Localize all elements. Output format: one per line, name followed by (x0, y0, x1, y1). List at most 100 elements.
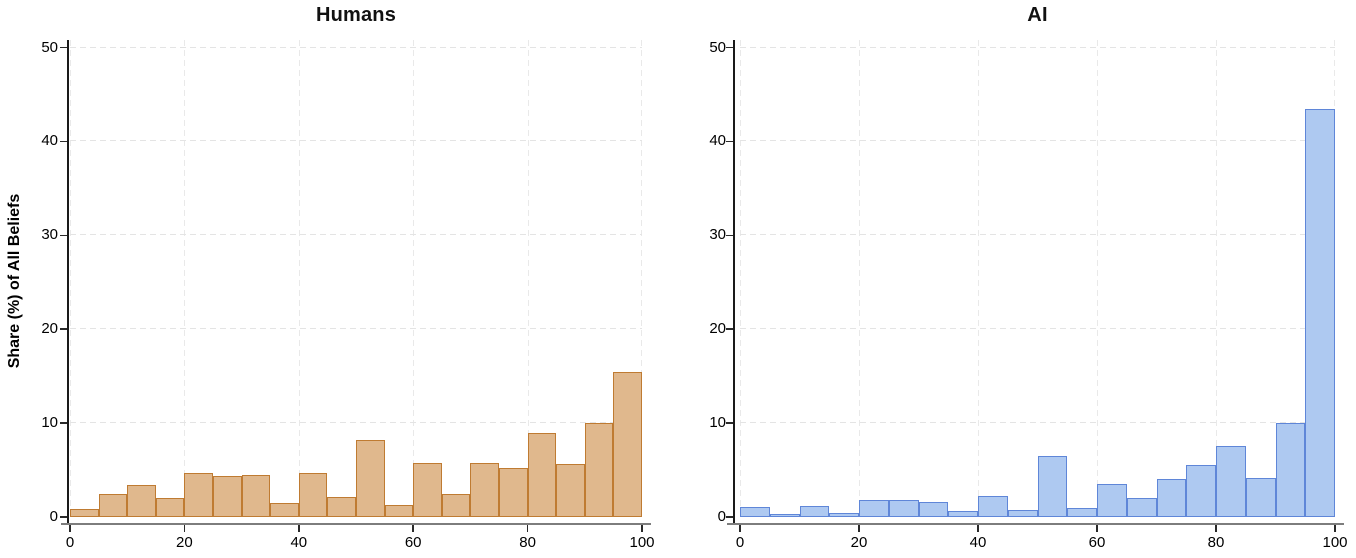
chart-title-ai: AI (1027, 4, 1048, 26)
x-tick-label: 60 (1088, 534, 1106, 551)
x-tick-label: 40 (290, 534, 308, 551)
histogram-bar (888, 500, 919, 517)
y-axis-label-text: Share (%) of All Beliefs (6, 193, 23, 369)
histogram-bar (1275, 423, 1306, 517)
y-axis-label: Share (%) of All Beliefs (5, 151, 25, 411)
ai-plot-area (740, 40, 1335, 517)
y-axis-line (733, 40, 735, 525)
histogram-bar (327, 497, 356, 517)
y-tick-label: 30 (709, 226, 726, 244)
histogram-bar (978, 496, 1008, 517)
y-tick-label: 40 (709, 132, 726, 150)
x-tick-mark (739, 525, 741, 532)
x-tick-mark (641, 525, 643, 532)
y-tick-label: 10 (709, 414, 726, 432)
x-tick-mark (412, 525, 414, 532)
histogram-bar (127, 485, 156, 517)
histogram-bar (1007, 509, 1038, 517)
histogram-bar (1037, 455, 1068, 517)
y-tick-mark (60, 422, 67, 424)
x-tick-label: 0 (735, 534, 745, 551)
x-tick-label: 100 (629, 534, 655, 551)
y-tick-label: 50 (41, 38, 58, 56)
histogram-bar (829, 513, 859, 517)
histogram-bar (184, 472, 213, 517)
histogram-bar (384, 504, 414, 517)
horizontal-gridline (740, 422, 1335, 424)
x-tick-label: 0 (65, 534, 75, 551)
horizontal-gridline (70, 46, 642, 48)
vertical-gridline (978, 40, 979, 517)
x-tick-mark (526, 525, 529, 532)
y-tick-label: 0 (49, 508, 58, 525)
vertical-gridline (641, 40, 642, 517)
y-tick-mark (60, 46, 67, 49)
histogram-bar (298, 472, 328, 517)
x-tick-label: 20 (850, 534, 868, 551)
x-tick-label: 100 (1322, 534, 1348, 551)
y-tick-label: 50 (709, 38, 726, 56)
y-tick-mark (60, 328, 67, 330)
x-axis-line (61, 523, 651, 525)
x-axis-line (727, 523, 1344, 525)
histogram-bar (98, 494, 128, 517)
x-tick-label: 60 (404, 534, 422, 551)
y-tick-label: 40 (41, 132, 58, 150)
histogram-bar (769, 514, 800, 517)
x-tick-label: 80 (519, 534, 536, 551)
humans-plot-area (70, 40, 642, 517)
y-tick-label: 20 (41, 320, 58, 338)
horizontal-gridline (70, 328, 642, 330)
y-tick-mark (60, 234, 67, 237)
y-tick-label: 10 (41, 414, 58, 432)
histogram-bar (470, 462, 499, 517)
horizontal-gridline (740, 328, 1335, 330)
vertical-gridline (70, 40, 71, 517)
histogram-bar (499, 468, 528, 517)
histogram-bar (1156, 478, 1187, 517)
histogram-bar (918, 501, 949, 517)
histogram-bar (213, 475, 242, 517)
x-tick-mark (183, 525, 186, 532)
y-tick-mark (726, 46, 733, 49)
histogram-bar (584, 423, 614, 517)
y-tick-mark (726, 422, 733, 424)
vertical-gridline (184, 40, 186, 517)
vertical-gridline (1216, 40, 1217, 517)
y-tick-mark (726, 328, 733, 330)
y-tick-mark (726, 516, 733, 518)
histogram-bar (799, 505, 830, 517)
histogram-bar (70, 508, 99, 517)
y-tick-label: 0 (717, 508, 726, 525)
x-tick-mark (1096, 525, 1098, 532)
horizontal-gridline (740, 46, 1335, 48)
x-tick-label: 80 (1207, 534, 1225, 551)
vertical-gridline (1097, 40, 1098, 517)
x-tick-mark (1215, 525, 1217, 532)
histogram-bar (1245, 477, 1276, 517)
x-tick-label: 20 (176, 534, 193, 551)
histogram-bar (413, 462, 442, 517)
histogram-bar (859, 500, 889, 517)
histogram-bar (1067, 507, 1097, 517)
x-tick-mark (1334, 525, 1336, 532)
histogram-bar (1126, 498, 1157, 517)
y-tick-label: 30 (41, 226, 58, 244)
horizontal-gridline (70, 422, 642, 424)
y-tick-mark (726, 140, 733, 143)
histogram-bar (241, 474, 271, 517)
histogram-bar (270, 502, 299, 517)
vertical-gridline (859, 40, 860, 517)
histogram-bar (527, 432, 557, 517)
vertical-gridline (740, 40, 741, 517)
vertical-gridline (413, 40, 415, 517)
histogram-bar (1097, 484, 1127, 517)
y-axis-line (67, 40, 69, 525)
x-tick-mark (298, 525, 300, 532)
horizontal-gridline (70, 140, 642, 142)
histogram-bar (155, 498, 185, 517)
y-tick-mark (60, 516, 67, 518)
histogram-bar (948, 511, 978, 517)
horizontal-gridline (740, 140, 1335, 142)
